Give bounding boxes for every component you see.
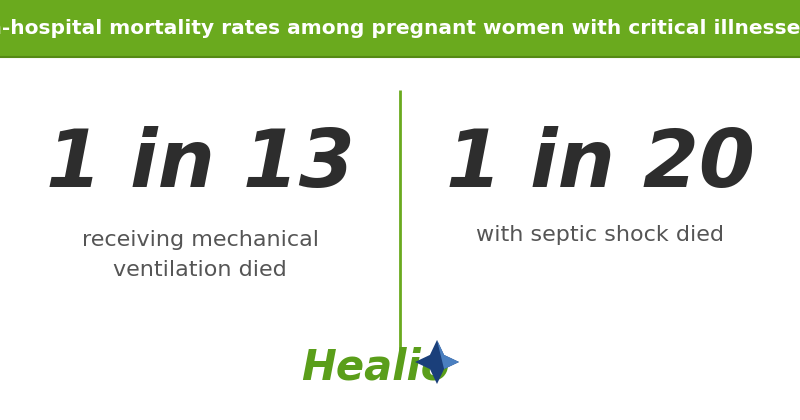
Text: In-hospital mortality rates among pregnant women with critical illnesses:: In-hospital mortality rates among pregna… xyxy=(0,19,800,38)
Polygon shape xyxy=(415,340,459,384)
Text: with septic shock died: with septic shock died xyxy=(476,225,724,245)
Bar xyxy=(0,0,800,57)
Text: receiving mechanical
ventilation died: receiving mechanical ventilation died xyxy=(82,230,318,280)
Polygon shape xyxy=(437,340,459,369)
Text: 1 in 20: 1 in 20 xyxy=(446,126,754,204)
Text: Healio: Healio xyxy=(301,347,449,389)
Text: 1 in 13: 1 in 13 xyxy=(46,126,354,204)
